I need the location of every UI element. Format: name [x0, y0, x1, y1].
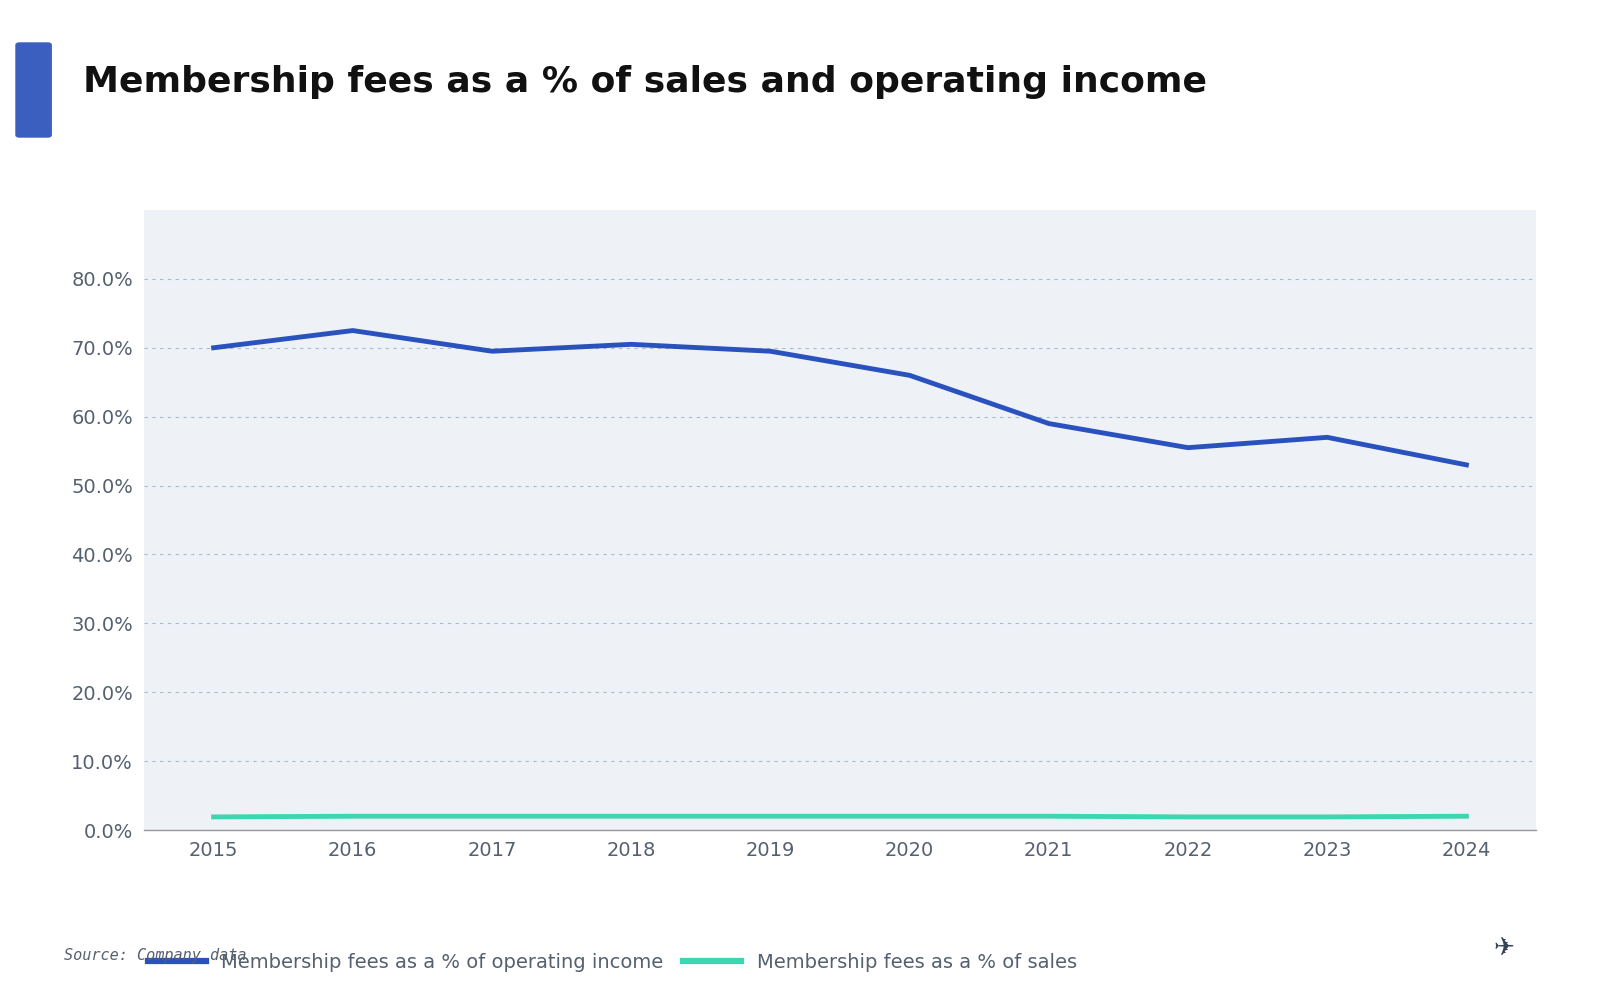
Legend: Membership fees as a % of operating income, Membership fees as a % of sales: Membership fees as a % of operating inco…	[139, 945, 1085, 980]
Text: Source: Company data: Source: Company data	[64, 948, 246, 963]
Text: ✈: ✈	[1493, 936, 1515, 960]
Text: Membership fees as a % of sales and operating income: Membership fees as a % of sales and oper…	[83, 65, 1208, 99]
